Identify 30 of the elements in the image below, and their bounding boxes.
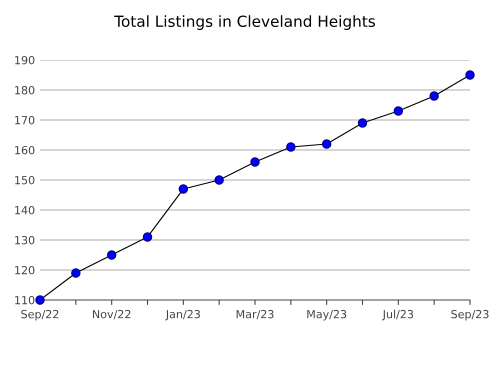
point	[214, 175, 224, 185]
x-tick-label: Sep/22	[21, 310, 58, 320]
y-tick-label: 110	[15, 296, 34, 304]
point	[35, 295, 45, 305]
y-tick-label: 190	[15, 56, 34, 64]
x-tick-label: Jul/23	[382, 310, 414, 320]
y-tick-label: 150	[15, 176, 34, 184]
x-tick-label: Mar/23	[236, 310, 274, 320]
point	[71, 268, 81, 278]
y-tick-label: 140	[15, 206, 34, 214]
point	[178, 184, 188, 194]
y-tick-label: 120	[15, 266, 34, 274]
point	[358, 118, 368, 128]
y-tick-label: 170	[15, 116, 34, 124]
point	[394, 106, 404, 116]
point	[322, 139, 332, 149]
x-tick-label: May/23	[307, 310, 346, 320]
point	[465, 70, 475, 80]
y-tick-label: 160	[15, 146, 34, 154]
x-tick-label: Sep/23	[451, 310, 489, 320]
x-tick-label: Nov/22	[92, 310, 130, 320]
point	[142, 232, 152, 242]
point	[106, 250, 116, 260]
point	[429, 91, 439, 101]
point	[250, 157, 260, 167]
y-tick-label: 130	[15, 236, 34, 244]
point	[286, 142, 296, 152]
y-tick-label: 180	[15, 86, 34, 94]
chart-title: Total Listings in Cleveland Heights	[114, 15, 376, 30]
x-tick-label: Jan/23	[165, 310, 200, 320]
